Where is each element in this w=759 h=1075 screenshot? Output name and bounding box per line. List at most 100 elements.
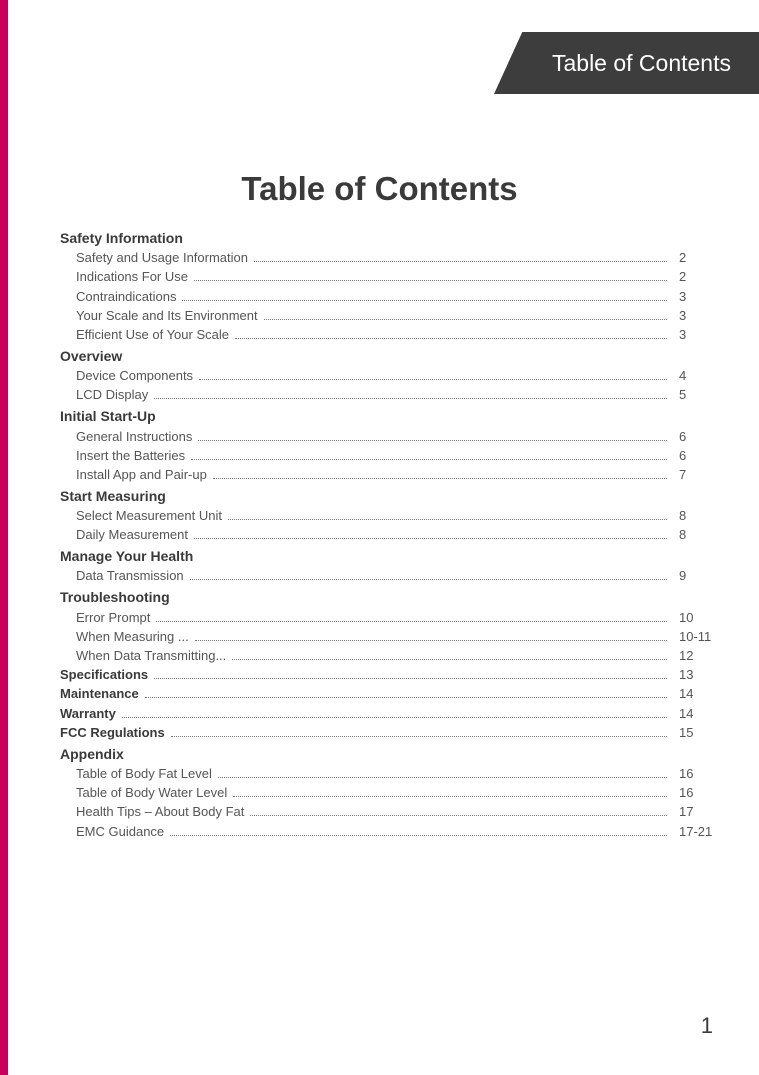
- table-of-contents: Safety Information Safety and Usage Infor…: [60, 224, 717, 844]
- toc-entry: Table of Body Fat Level 16: [60, 767, 717, 781]
- toc-entry-page: 4: [673, 369, 717, 382]
- toc-entry-label: Daily Measurement: [60, 528, 188, 541]
- toc-leader: [218, 777, 667, 778]
- toc-entry: Data Transmission 9: [60, 569, 717, 583]
- toc-entry-page: 3: [673, 328, 717, 341]
- toc-entry-page: 15: [673, 726, 717, 739]
- toc-section-heading: Manage Your Health: [60, 548, 717, 564]
- toc-entry-label: Data Transmission: [60, 569, 184, 582]
- toc-entry-page: 2: [673, 270, 717, 283]
- toc-leader: [233, 796, 667, 797]
- toc-entry: Table of Body Water Level16: [60, 786, 717, 800]
- toc-entry-page: 14: [673, 687, 717, 700]
- toc-entry: Select Measurement Unit 8: [60, 509, 717, 523]
- toc-section-heading: Start Measuring: [60, 488, 717, 504]
- toc-entry-page: 8: [673, 528, 717, 541]
- toc-entry-page: 3: [673, 290, 717, 303]
- toc-leader: [156, 621, 667, 622]
- toc-entry-page: 5: [673, 388, 717, 401]
- toc-entry: Insert the Batteries 6: [60, 449, 717, 463]
- toc-leader: [232, 659, 667, 660]
- toc-entry-page: 13: [673, 668, 717, 681]
- toc-entry-label: Efficient Use of Your Scale: [60, 328, 229, 341]
- toc-entry-page: 7: [673, 468, 717, 481]
- toc-entry: Install App and Pair-up 7: [60, 468, 717, 482]
- toc-leader: [254, 261, 667, 262]
- toc-section-row: Warranty 14: [60, 707, 717, 721]
- page: Table of Contents Table of Contents Safe…: [0, 0, 759, 1075]
- toc-section-heading: Initial Start-Up: [60, 408, 717, 424]
- toc-leader: [213, 478, 667, 479]
- toc-entry-page: 12: [673, 649, 717, 662]
- toc-entry-page: 6: [673, 449, 717, 462]
- toc-entry: Daily Measurement 8: [60, 528, 717, 542]
- toc-leader: [171, 736, 667, 737]
- toc-entry: Error Prompt 10: [60, 611, 717, 625]
- toc-entry-label: Warranty: [60, 707, 116, 720]
- header-tab-label: Table of Contents: [552, 50, 731, 77]
- toc-entry-label: Table of Body Water Level: [60, 786, 227, 799]
- toc-entry-label: Specifications: [60, 668, 148, 681]
- toc-entry-page: 16: [673, 767, 717, 780]
- toc-leader: [145, 697, 667, 698]
- toc-leader: [154, 678, 667, 679]
- toc-leader: [228, 519, 667, 520]
- toc-entry: Health Tips – About Body Fat 17: [60, 805, 717, 819]
- toc-entry-page: 17-21: [673, 825, 717, 838]
- toc-entry-label: Indications For Use: [60, 270, 188, 283]
- toc-entry-label: Select Measurement Unit: [60, 509, 222, 522]
- toc-entry-label: FCC Regulations: [60, 726, 165, 739]
- toc-entry-page: 10: [673, 611, 717, 624]
- toc-section-heading: Troubleshooting: [60, 589, 717, 605]
- toc-section-heading: Overview: [60, 348, 717, 364]
- toc-entry-label: Your Scale and Its Environment: [60, 309, 258, 322]
- toc-entry: When Measuring ...10-11: [60, 630, 717, 644]
- header-tab: Table of Contents: [494, 32, 759, 94]
- accent-strip: [0, 0, 8, 1075]
- toc-entry: Indications For Use 2: [60, 270, 717, 284]
- toc-entry-page: 9: [673, 569, 717, 582]
- toc-section-heading: Appendix: [60, 746, 717, 762]
- toc-entry-label: Insert the Batteries: [60, 449, 185, 462]
- toc-entry-page: 8: [673, 509, 717, 522]
- page-number: 1: [701, 1013, 713, 1039]
- toc-entry: General Instructions 6: [60, 430, 717, 444]
- toc-entry: Efficient Use of Your Scale 3: [60, 328, 717, 342]
- toc-entry-page: 3: [673, 309, 717, 322]
- toc-leader: [190, 579, 667, 580]
- toc-entry: Your Scale and Its Environment 3: [60, 309, 717, 323]
- toc-leader: [194, 280, 667, 281]
- toc-leader: [191, 459, 667, 460]
- toc-leader: [199, 379, 667, 380]
- toc-leader: [195, 640, 667, 641]
- toc-leader: [154, 398, 667, 399]
- page-title: Table of Contents: [0, 170, 759, 208]
- toc-leader: [122, 717, 667, 718]
- toc-entry-label: When Data Transmitting...: [60, 649, 226, 662]
- toc-entry-label: EMC Guidance: [60, 825, 164, 838]
- toc-entry-label: Health Tips – About Body Fat: [60, 805, 244, 818]
- toc-entry-page: 6: [673, 430, 717, 443]
- toc-entry: EMC Guidance 17-21: [60, 825, 717, 839]
- toc-entry-label: LCD Display: [60, 388, 148, 401]
- toc-section-row: FCC Regulations 15: [60, 726, 717, 740]
- toc-leader: [198, 440, 667, 441]
- toc-entry: Safety and Usage Information2: [60, 251, 717, 265]
- toc-entry-page: 14: [673, 707, 717, 720]
- toc-section-row: Specifications 13: [60, 668, 717, 682]
- toc-section-heading: Safety Information: [60, 230, 717, 246]
- toc-entry-label: Error Prompt: [60, 611, 150, 624]
- toc-entry: Device Components 4: [60, 369, 717, 383]
- toc-leader: [235, 338, 667, 339]
- toc-entry-label: General Instructions: [60, 430, 192, 443]
- toc-entry-label: Safety and Usage Information: [60, 251, 248, 264]
- toc-entry-label: Device Components: [60, 369, 193, 382]
- toc-leader: [170, 835, 667, 836]
- toc-entry-label: Table of Body Fat Level: [60, 767, 212, 780]
- toc-entry-page: 10-11: [673, 630, 717, 643]
- toc-entry-page: 17: [673, 805, 717, 818]
- toc-leader: [250, 815, 667, 816]
- toc-entry-label: Install App and Pair-up: [60, 468, 207, 481]
- toc-leader: [194, 538, 667, 539]
- toc-entry: LCD Display 5: [60, 388, 717, 402]
